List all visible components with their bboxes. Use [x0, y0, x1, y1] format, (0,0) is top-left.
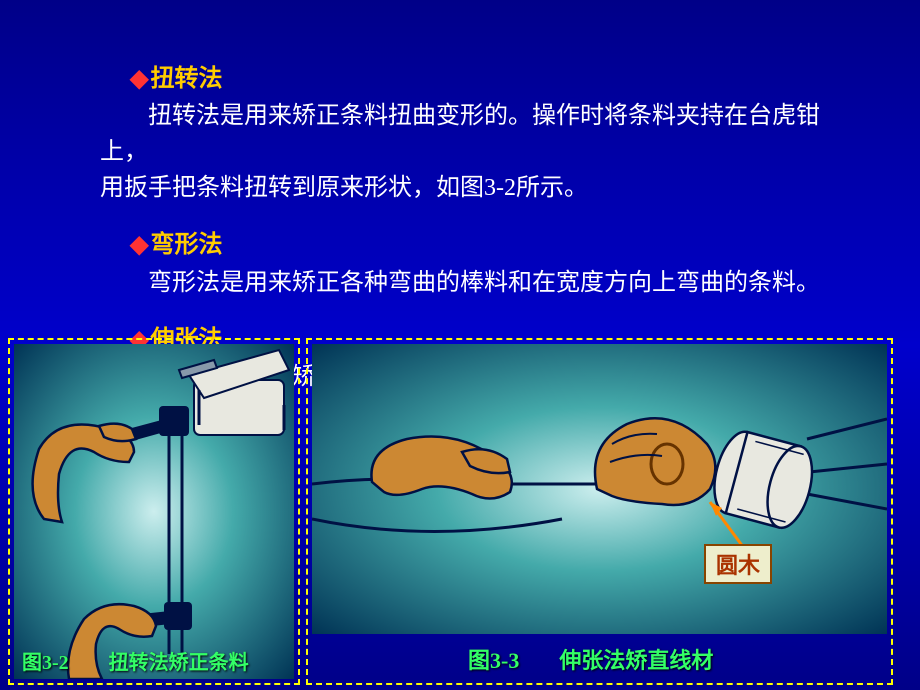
figures-row: 图3-2 扭转法矫正条料 [8, 338, 893, 685]
heading-1-text: 扭转法 [150, 66, 222, 92]
figure-2-box: 圆木 图3-3 伸张法矫直线材 [306, 338, 893, 685]
section-1: ◆扭转法 扭转法是用来矫正条料扭曲变形的。操作时将条料夹持在台虎钳上， 用扳手把… [60, 60, 860, 206]
body-1-line1: 扭转法是用来矫正条料扭曲变形的。操作时将条料夹持在台虎钳上， [100, 98, 860, 170]
figure-2-illustration: 圆木 [312, 344, 887, 634]
figure-1-caption: 图3-2 扭转法矫正条料 [22, 646, 249, 675]
figure-1-box: 图3-2 扭转法矫正条料 [8, 338, 300, 685]
body-2: 弯形法是用来矫正各种弯曲的棒料和在宽度方向上弯曲的条料。 [100, 265, 860, 301]
figure-1-num: 图3-2 [22, 652, 69, 674]
heading-2-text: 弯形法 [150, 232, 222, 258]
figure-2-text: 伸张法矫直线材 [559, 648, 713, 673]
figure-2-num: 图3-3 [468, 648, 519, 673]
heading-1: ◆扭转法 [130, 60, 860, 98]
figure-2-caption: 图3-3 伸张法矫直线材 [468, 643, 713, 675]
body-1-line2: 用扳手把条料扭转到原来形状，如图3-2所示。 [100, 170, 860, 206]
bullet-icon: ◆ [130, 232, 148, 258]
figure-1-text: 扭转法矫正条料 [109, 652, 249, 674]
bullet-icon: ◆ [130, 66, 148, 92]
slide-content: ◆扭转法 扭转法是用来矫正条料扭曲变形的。操作时将条料夹持在台虎钳上， 用扳手把… [0, 0, 920, 395]
figure-1-illustration [14, 344, 294, 679]
heading-2: ◆弯形法 [130, 226, 860, 264]
figure-2-label: 圆木 [704, 544, 772, 584]
section-2: ◆弯形法 弯形法是用来矫正各种弯曲的棒料和在宽度方向上弯曲的条料。 [60, 226, 860, 300]
